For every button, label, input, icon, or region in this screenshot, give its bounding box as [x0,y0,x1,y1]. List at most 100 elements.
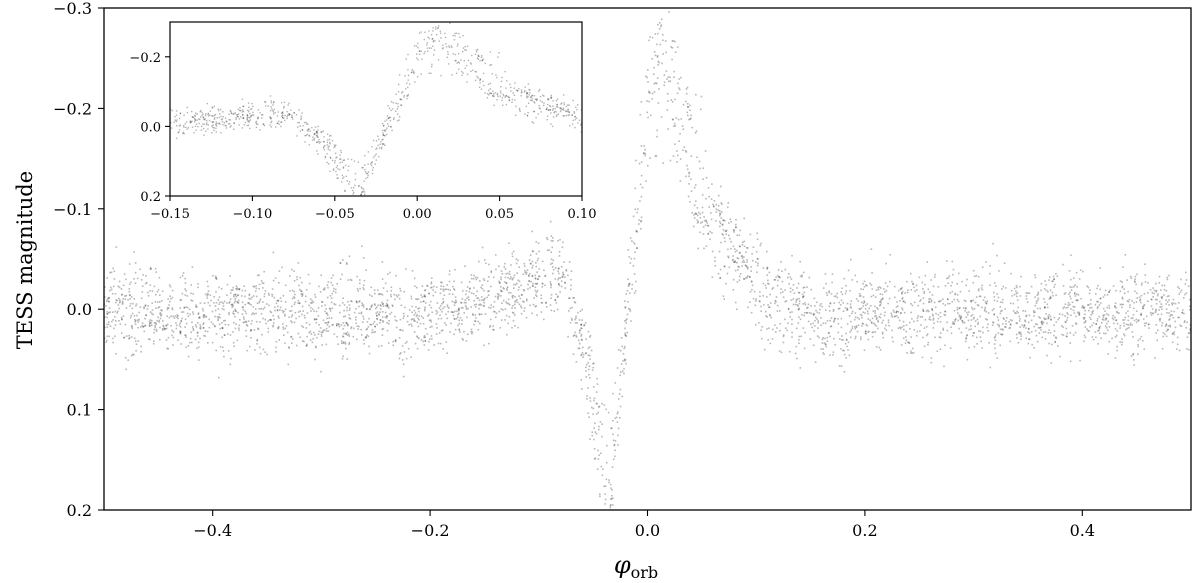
data-point [367,326,370,328]
inset-data-point [555,100,558,102]
data-point [734,261,737,263]
inset-data-point [247,109,249,111]
x-axis-label-subscript: orb [631,563,659,582]
data-point [569,297,571,299]
data-point [424,339,426,342]
inset-data-point [187,127,189,129]
data-point [840,291,842,293]
inset-data-point [553,112,555,114]
data-point [794,303,797,306]
data-point [671,47,674,49]
data-point [1170,310,1173,312]
data-point [581,351,584,354]
data-point [381,278,384,280]
data-point [859,293,861,295]
inset-data-point [444,32,446,35]
data-point [175,324,178,327]
data-point [417,317,419,320]
data-point [693,225,695,228]
data-point [780,351,783,354]
data-point [732,255,734,257]
data-point [407,315,409,317]
data-point [327,314,329,316]
data-point [808,311,811,314]
data-point [966,334,968,337]
inset-data-point [498,52,500,54]
data-point [271,293,273,296]
data-point [597,449,599,452]
inset-data-point [327,133,329,135]
data-point [503,281,506,283]
data-point [402,363,405,366]
data-point [1025,314,1028,317]
data-point [519,297,522,300]
data-point [623,347,626,350]
data-point [1051,343,1053,346]
data-point [689,104,691,107]
data-point [441,303,443,305]
data-point [137,340,140,342]
data-point [103,337,106,340]
data-point [374,326,376,328]
data-point [1144,274,1147,276]
inset-data-point [457,61,460,63]
data-point [212,323,214,325]
data-point [762,282,765,285]
data-point [386,305,389,308]
data-point [1074,293,1076,295]
data-point [422,340,424,343]
data-point [139,268,141,271]
data-point [580,324,582,326]
data-point [328,307,331,310]
data-point [781,280,784,283]
inset-data-point [175,120,177,123]
inset-data-point [493,95,495,97]
data-point [244,310,247,313]
data-point [687,106,689,108]
data-point [1028,292,1031,294]
inset-data-point [407,53,409,56]
data-point [995,285,997,287]
data-point [270,319,272,321]
inset-data-point [457,43,459,45]
data-point [1016,295,1018,298]
data-point [171,334,173,337]
data-point [1013,293,1016,296]
inset-data-point [238,118,241,120]
data-point [893,311,895,313]
data-point [410,297,413,300]
data-point [157,316,159,319]
inset-data-point [308,128,310,130]
data-point [378,293,381,295]
data-point [182,272,185,274]
inset-data-point [470,63,473,65]
data-point [523,289,526,292]
inset-data-point [399,116,401,118]
data-point [215,278,218,280]
data-point [789,316,791,318]
data-point [1123,324,1125,327]
data-point [156,319,158,322]
inset-data-point [291,116,293,118]
inset-data-point [382,125,385,127]
data-point [862,288,864,291]
data-point [1136,273,1138,276]
inset-data-point [526,92,529,95]
data-point [293,303,296,306]
data-point [1089,316,1091,319]
data-point [707,224,710,227]
data-point [774,324,776,326]
data-point [415,315,418,318]
data-point [377,293,380,296]
data-point [348,343,350,345]
data-point [197,341,200,344]
data-point [881,293,884,296]
y-axis-tick-label: −0.1 [53,200,92,219]
inset-data-point [215,121,217,123]
data-point [806,311,809,314]
data-point [314,345,317,348]
data-point [997,319,1000,321]
data-point [310,302,312,304]
inset-data-point [478,86,481,88]
data-point [854,337,857,340]
